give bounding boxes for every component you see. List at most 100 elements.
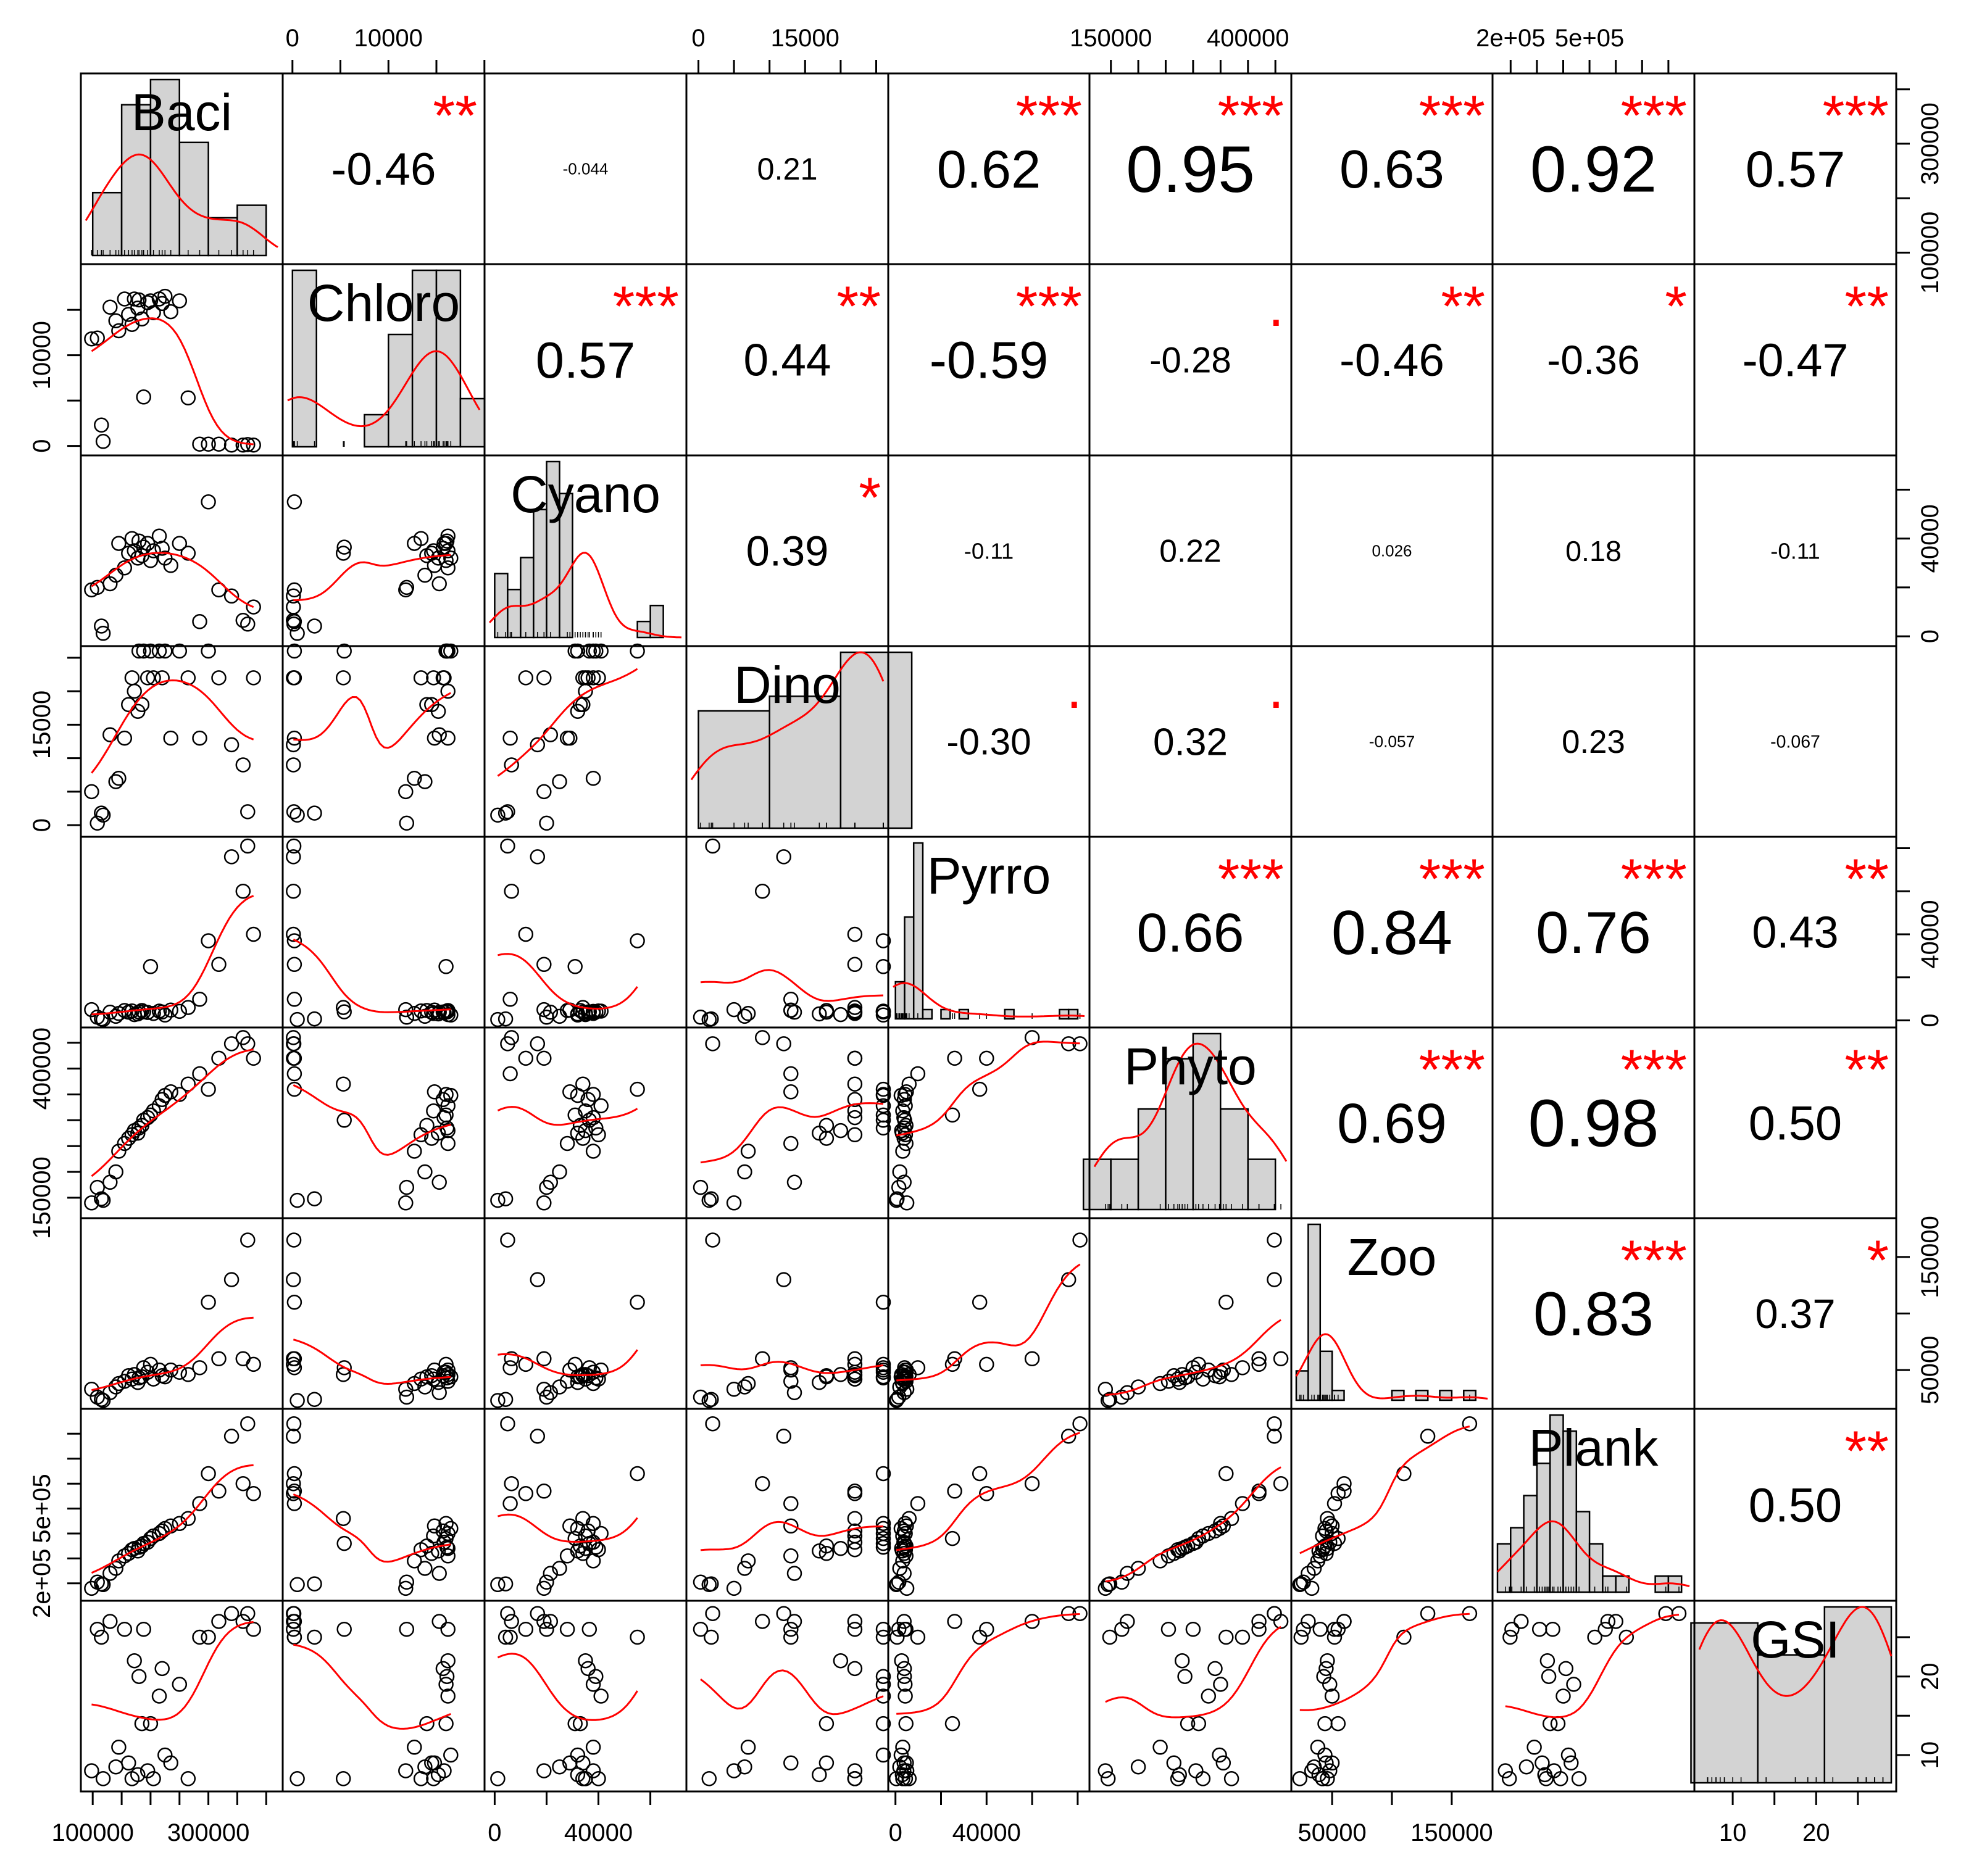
hist-bar-baci-0 <box>91 191 123 257</box>
point-plank-vs-baci-3 <box>95 1577 111 1593</box>
point-gsi-vs-dino-28 <box>754 1614 770 1629</box>
density-line-plank <box>1496 1520 1690 1587</box>
point-zoo-vs-dino-17 <box>847 1371 863 1387</box>
point-gsi-vs-dino-11 <box>812 1767 827 1783</box>
point-pyrro-vs-chloro-2 <box>307 1011 322 1027</box>
point-cyano-vs-chloro-26 <box>286 582 302 598</box>
point-plank-vs-dino-29 <box>705 1416 720 1432</box>
point-zoo-vs-cyano-27 <box>530 1272 546 1287</box>
point-zoo-vs-phyto-0 <box>1097 1381 1114 1397</box>
point-zoo-vs-baci-5 <box>108 1379 123 1395</box>
hist-bar-phyto-1 <box>1110 1158 1139 1211</box>
point-gsi-vs-cyano-5 <box>552 1759 567 1775</box>
point-plank-vs-phyto-0 <box>1097 1580 1114 1596</box>
point-gsi-vs-plank-8 <box>1535 1755 1550 1771</box>
point-phyto-vs-cyano-7 <box>559 1135 575 1152</box>
point-phyto-vs-chloro-13 <box>419 1118 435 1133</box>
point-zoo-vs-pyrro-26 <box>947 1351 962 1367</box>
point-cyano-vs-baci-26 <box>211 582 227 598</box>
point-gsi-vs-plank-1 <box>1504 1621 1520 1637</box>
point-gsi-vs-plank-10 <box>1539 1653 1555 1669</box>
point-dino-vs-chloro-20 <box>443 643 459 659</box>
corr-value-dino-phyto: 0.32 <box>1153 721 1228 763</box>
point-plank-vs-cyano-26 <box>536 1484 552 1499</box>
point-phyto-vs-chloro-4 <box>431 1174 447 1190</box>
left-tick-label-plank-1: 5e+05 <box>28 1474 56 1543</box>
point-plank-vs-zoo-30 <box>1330 1486 1346 1501</box>
point-gsi-vs-baci-8 <box>121 1755 136 1771</box>
point-plank-vs-phyto-27 <box>1267 1429 1282 1444</box>
point-phyto-vs-chloro-5 <box>417 1164 433 1180</box>
point-plank-vs-baci-24 <box>192 1496 207 1511</box>
point-gsi-vs-baci-21 <box>163 1755 178 1771</box>
point-gsi-vs-baci-15 <box>140 1763 156 1778</box>
point-plank-vs-chloro-14 <box>336 1535 352 1551</box>
hist-bar-chloro-4 <box>388 333 414 448</box>
point-plank-vs-dino-0 <box>726 1580 742 1596</box>
top-tick-label-plank-0: 2e+05 <box>1476 25 1545 52</box>
point-phyto-vs-baci-27 <box>223 1036 239 1052</box>
point-plank-vs-phyto-23 <box>1223 1511 1239 1526</box>
point-phyto-vs-dino-0 <box>726 1195 742 1211</box>
point-phyto-vs-baci-12 <box>131 1120 147 1136</box>
corr-value-chloro-zoo: -0.46 <box>1339 334 1444 386</box>
corr-value-chloro-plank: -0.36 <box>1547 337 1639 383</box>
point-gsi-vs-chloro-28 <box>286 1614 301 1629</box>
point-gsi-vs-cyano-28 <box>504 1614 519 1629</box>
point-zoo-vs-pyrro-29 <box>1072 1232 1088 1248</box>
point-chloro-vs-baci-28 <box>235 437 251 453</box>
bottom-tick-label-zoo-0: 50000 <box>1297 1819 1366 1846</box>
point-plank-vs-dino-7 <box>783 1548 799 1564</box>
point-gsi-vs-baci-22 <box>172 1677 188 1692</box>
corr-value-chloro-dino: 0.44 <box>743 336 831 386</box>
text-layer: Baci Chloro Cyano Dino Pyrro Phyto Zoo Plank GSI… <box>131 83 1889 1669</box>
point-gsi-vs-pyrro-2 <box>889 1629 905 1645</box>
right-tick-label-pyrro-0: 0 <box>1917 1013 1944 1027</box>
point-plank-vs-chloro-2 <box>307 1576 322 1592</box>
point-gsi-vs-plank-4 <box>1514 1614 1529 1629</box>
point-zoo-vs-baci-23 <box>180 1367 196 1382</box>
point-zoo-vs-phyto-6 <box>1152 1376 1168 1392</box>
point-gsi-vs-chloro-6 <box>407 1740 422 1755</box>
point-cyano-vs-chloro-11 <box>430 550 446 566</box>
point-phyto-vs-pyrro-26 <box>947 1050 962 1066</box>
point-phyto-vs-cyano-30 <box>518 1050 534 1066</box>
point-phyto-vs-baci-2 <box>94 1191 109 1206</box>
point-dino-vs-baci-22 <box>172 643 188 659</box>
point-plank-vs-cyano-24 <box>502 1496 518 1511</box>
point-zoo-vs-chloro-2 <box>307 1392 322 1407</box>
bottom-tick-label-cyano-1: 40000 <box>564 1819 633 1846</box>
hist-bar-pyrro-12 <box>1004 1008 1015 1020</box>
point-gsi-vs-cyano-18 <box>593 1688 609 1704</box>
point-zoo-vs-baci-25 <box>201 1294 216 1310</box>
point-pyrro-vs-baci-30 <box>246 926 261 942</box>
point-gsi-vs-cyano-15 <box>585 1763 601 1778</box>
point-zoo-vs-chloro-14 <box>336 1360 352 1376</box>
corr-stars-pyrro-plank: *** <box>1621 848 1687 911</box>
smooth-line-pyrro-vs-chloro <box>293 939 451 1013</box>
point-gsi-vs-pyrro-6 <box>895 1740 910 1755</box>
point-plank-vs-chloro-19 <box>435 1523 451 1539</box>
point-plank-vs-zoo-29 <box>1462 1416 1478 1432</box>
point-pyrro-vs-dino-25 <box>875 933 891 948</box>
point-plank-vs-zoo-3 <box>1292 1577 1308 1593</box>
point-gsi-vs-plank-3 <box>1501 1771 1517 1787</box>
point-zoo-vs-chloro-28 <box>286 1351 301 1367</box>
point-phyto-vs-pyrro-23 <box>901 1076 917 1092</box>
point-plank-vs-baci-9 <box>124 1542 140 1558</box>
smooth-line-phyto-vs-chloro <box>293 1084 451 1156</box>
point-gsi-vs-phyto-3 <box>1100 1771 1116 1787</box>
point-phyto-vs-cyano-4 <box>543 1174 559 1190</box>
smooth-line-plank-vs-phyto <box>1105 1466 1281 1583</box>
point-dino-vs-chloro-22 <box>438 643 454 659</box>
variable-label-baci: Baci <box>131 83 232 141</box>
hist-bar-pyrro-3 <box>922 1008 933 1020</box>
corr-value-chloro-pyrro: -0.59 <box>930 331 1049 389</box>
hist-bar-dino-0 <box>698 710 770 829</box>
point-dino-vs-baci-2 <box>94 805 109 821</box>
point-dino-vs-baci-10 <box>127 683 142 699</box>
point-phyto-vs-pyrro-4 <box>896 1174 912 1190</box>
point-gsi-vs-phyto-10 <box>1174 1653 1190 1669</box>
point-gsi-vs-chloro-9 <box>413 1771 429 1787</box>
point-plank-vs-pyrro-13 <box>898 1538 914 1554</box>
